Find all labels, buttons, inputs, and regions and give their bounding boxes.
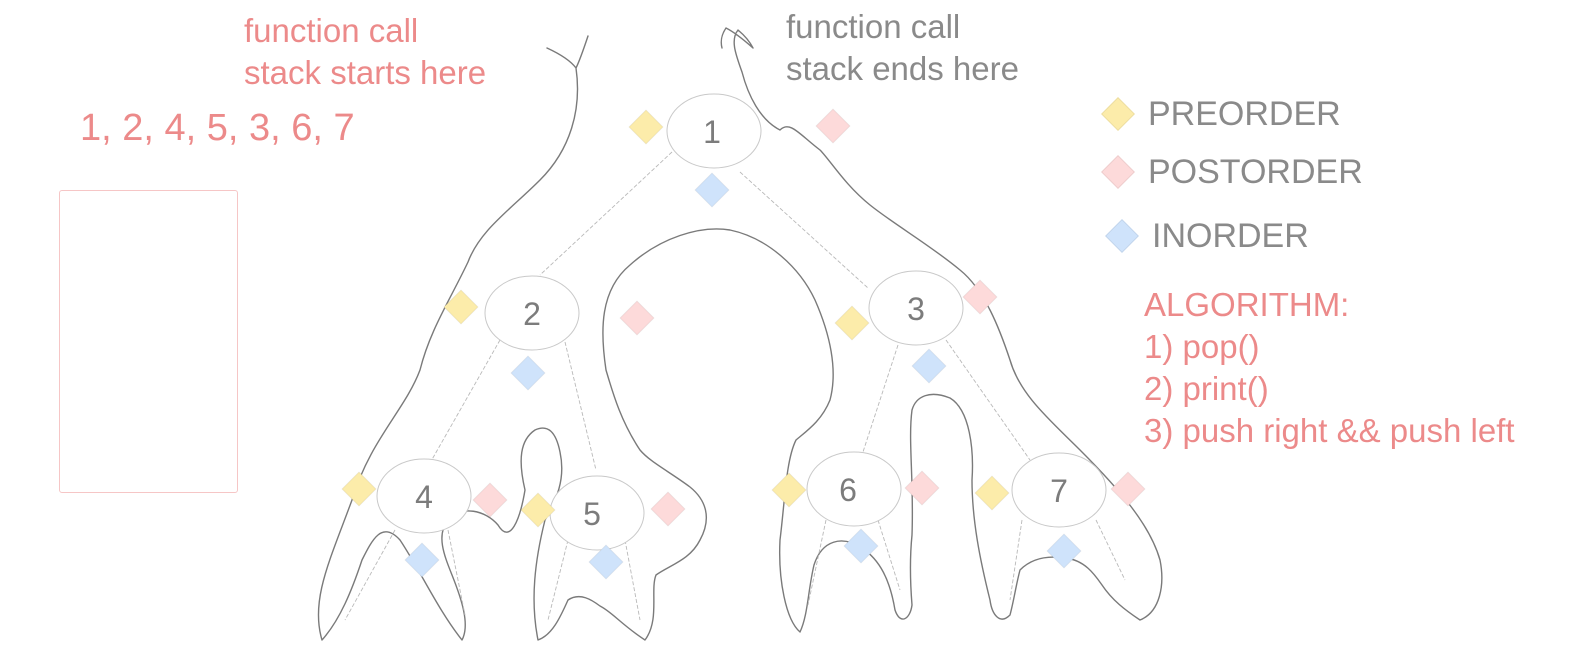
edge-7-leaf-left (1009, 519, 1023, 601)
stack-start-line-1: function call (244, 12, 419, 49)
node-6 (806, 451, 902, 527)
legend-inorder: INORDER (1104, 214, 1309, 258)
edge-1-3 (739, 171, 869, 289)
stack-end-annotation: function call stack ends here (786, 6, 1019, 90)
node-1 (666, 93, 762, 169)
edge-2-5 (564, 341, 597, 471)
node-2 (484, 275, 580, 351)
stack-end-line-1: function call (786, 8, 961, 45)
inorder-marker-6 (843, 528, 879, 564)
legend-preorder: PREORDER (1100, 92, 1341, 136)
node-5-label: 5 (583, 496, 601, 532)
edge-5-leaf-right (624, 539, 641, 621)
tree-nodes (376, 93, 1107, 551)
legend-postorder: POSTORDER (1100, 150, 1363, 194)
edge-4-leaf-right (447, 529, 466, 616)
node-1-label: 1 (703, 114, 721, 150)
inorder-marker-1 (694, 172, 730, 208)
node-4 (376, 458, 472, 534)
edge-3-6 (861, 344, 899, 456)
inorder-marker-4 (404, 542, 440, 578)
traversal-sequence: 1, 2, 4, 5, 3, 6, 7 (80, 107, 355, 149)
stack-end-line-2: stack ends here (786, 50, 1019, 87)
edge-2-4 (429, 339, 501, 464)
preorder-marker-2 (443, 289, 479, 325)
edge-4-leaf-left (344, 529, 396, 621)
inorder-diamond-icon (1105, 219, 1139, 253)
postorder-marker-3 (962, 279, 998, 315)
tree-edges (344, 151, 1126, 621)
preorder-marker-4 (341, 471, 377, 507)
algorithm-step-2: 2) print() (1144, 370, 1269, 407)
edge-1-2 (539, 151, 673, 276)
preorder-marker-3 (834, 305, 870, 341)
node-6-label: 6 (839, 472, 857, 508)
preorder-marker-6 (771, 472, 807, 508)
stack-start-line-2: stack starts here (244, 54, 487, 91)
legend-inorder-label: INORDER (1152, 216, 1309, 255)
node-7-label: 7 (1050, 473, 1068, 509)
node-3 (868, 270, 964, 346)
stack-start-annotation: function call stack starts here (244, 10, 486, 94)
postorder-marker-4 (472, 482, 508, 518)
inorder-marker-5 (588, 544, 624, 580)
node-4-label: 4 (415, 479, 433, 515)
algorithm-block: ALGORITHM: 1) pop() 2) print() 3) push r… (1144, 284, 1515, 452)
algorithm-step-3: 3) push right && push left (1144, 412, 1515, 449)
inorder-marker-7 (1046, 533, 1082, 569)
stack-box (59, 190, 238, 493)
legend-preorder-label: PREORDER (1148, 94, 1341, 133)
preorder-diamond-icon (1101, 97, 1135, 131)
edge-6-leaf-left (807, 519, 827, 606)
postorder-marker-5 (650, 491, 686, 527)
inorder-marker-3 (911, 348, 947, 384)
postorder-marker-6 (904, 470, 940, 506)
preorder-marker-5 (520, 492, 556, 528)
inorder-marker-2 (510, 355, 546, 391)
traversal-markers (341, 108, 1146, 580)
postorder-marker-1 (815, 108, 851, 144)
preorder-marker-1 (628, 109, 664, 145)
edge-7-leaf-right (1095, 519, 1126, 581)
postorder-marker-2 (619, 300, 655, 336)
node-2-label: 2 (523, 296, 541, 332)
node-labels: 1 2 3 4 5 6 7 (415, 114, 1068, 532)
edge-3-7 (945, 339, 1031, 461)
postorder-diamond-icon (1101, 155, 1135, 189)
node-7 (1011, 452, 1107, 528)
edge-6-leaf-right (877, 519, 901, 591)
legend-postorder-label: POSTORDER (1148, 152, 1363, 191)
node-3-label: 3 (907, 291, 925, 327)
algorithm-step-1: 1) pop() (1144, 328, 1260, 365)
postorder-marker-7 (1110, 471, 1146, 507)
edge-5-leaf-left (547, 539, 569, 621)
preorder-marker-7 (974, 475, 1010, 511)
traversal-path (317, 27, 1163, 641)
algorithm-title: ALGORITHM: (1144, 286, 1350, 323)
